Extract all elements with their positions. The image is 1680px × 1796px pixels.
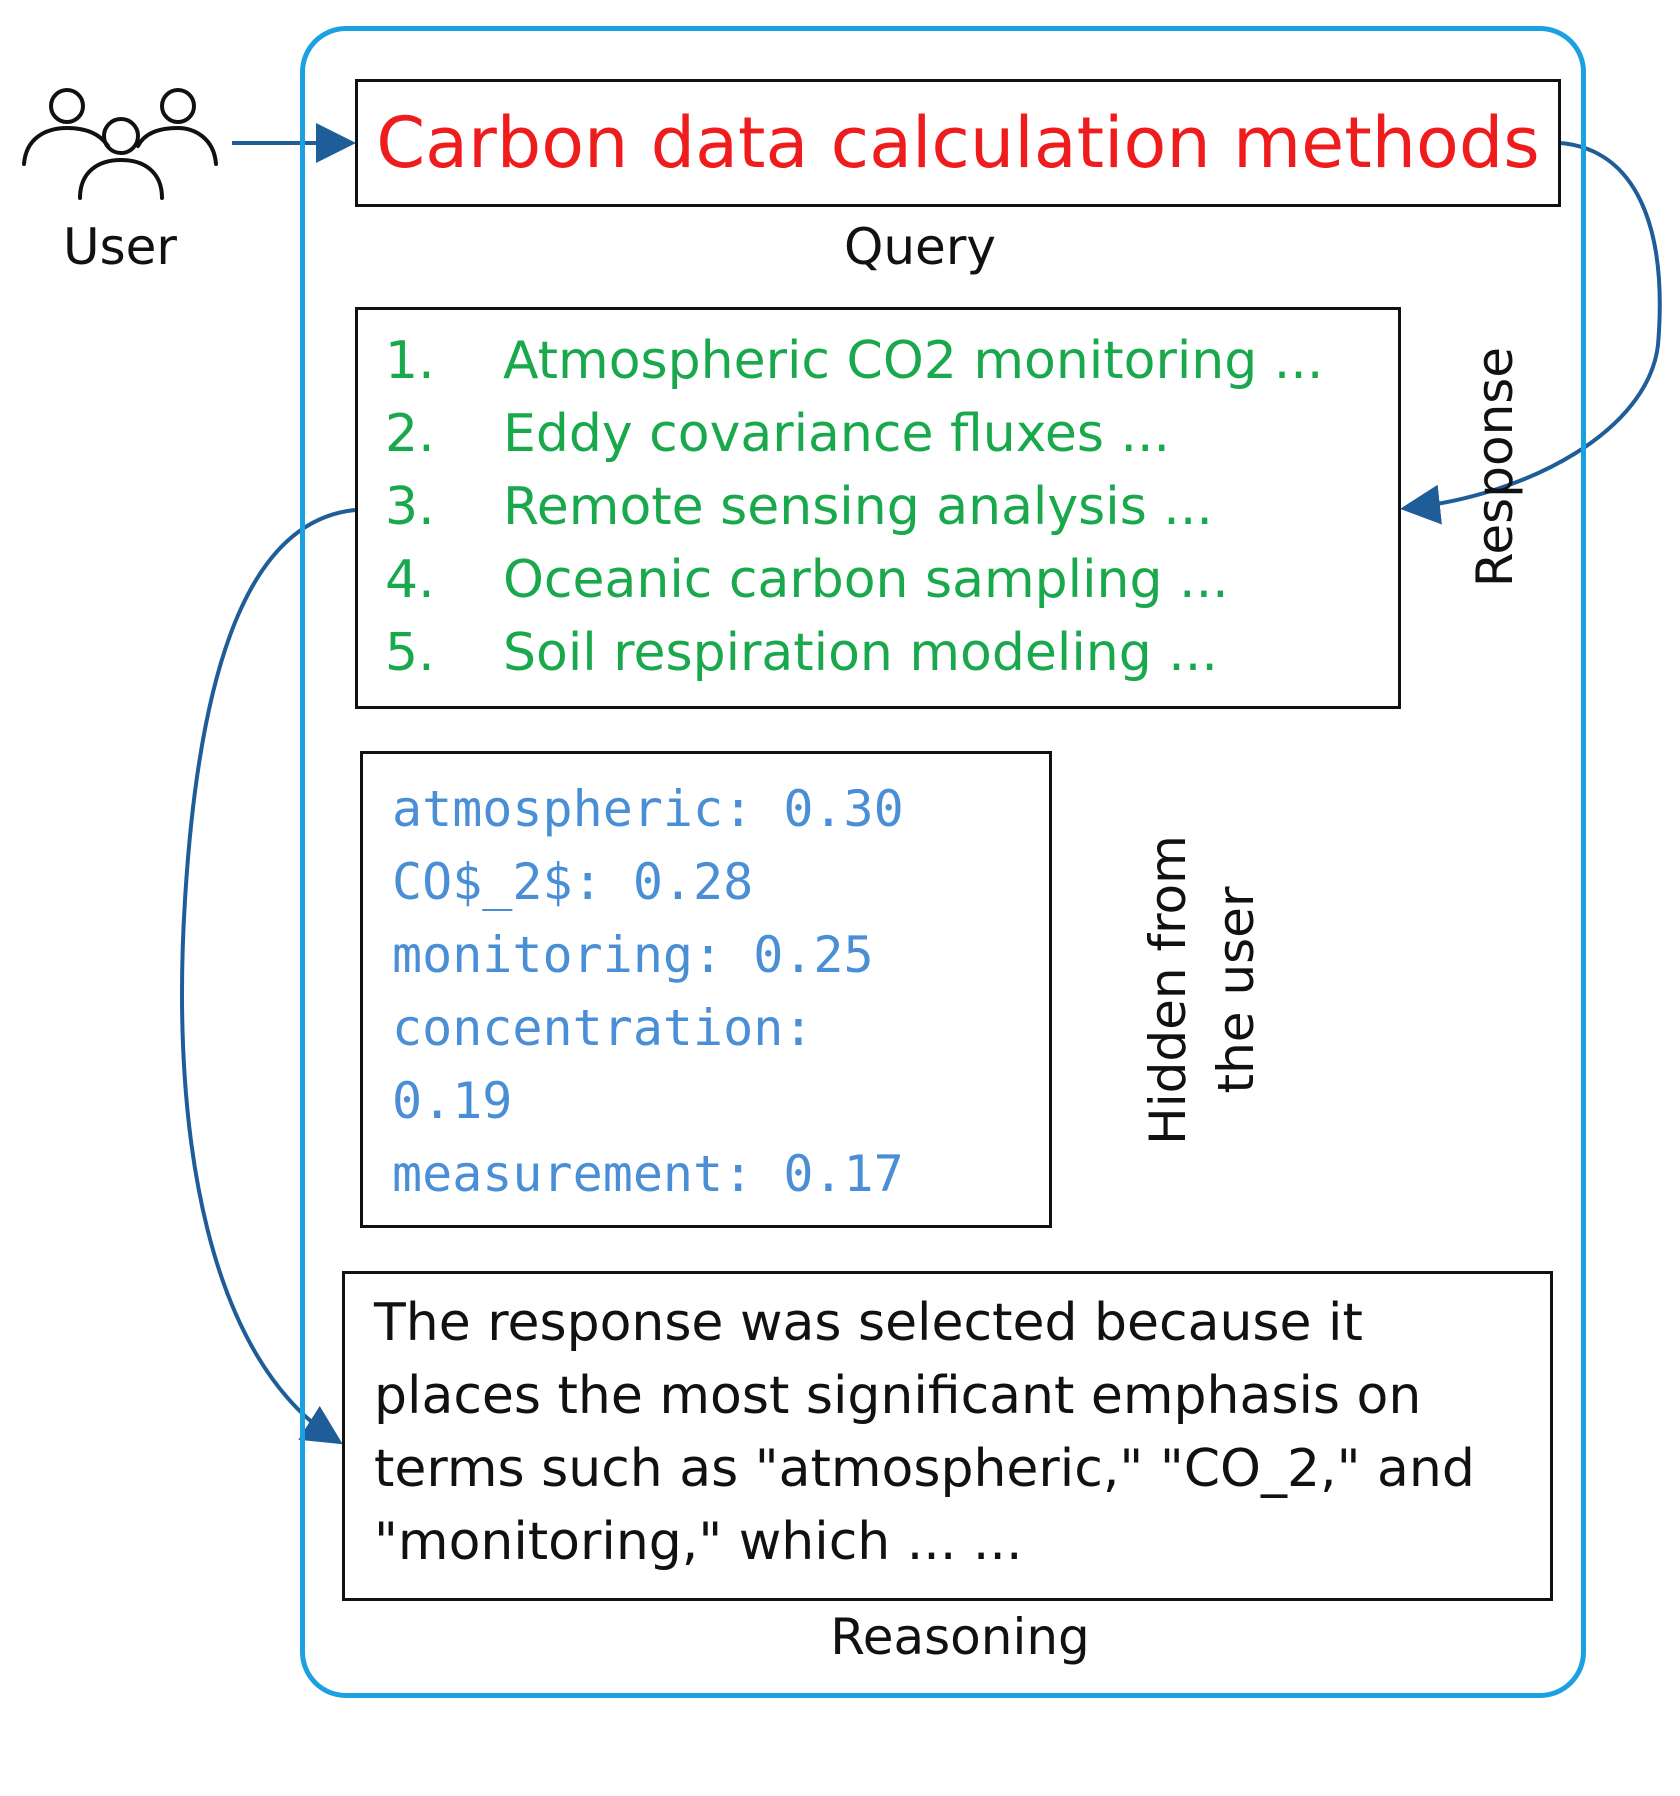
hidden-from-user-label: Hidden from the user [1134,835,1270,1145]
hidden-label-line: the user [1207,886,1265,1094]
response-label: Response [1466,346,1524,588]
user-label: User [63,218,177,276]
list-item: 3. Remote sensing analysis ... [385,471,1395,544]
reasoning-text: The response was selected because it pla… [374,1293,1475,1572]
reasoning-caption: Reasoning [830,1608,1090,1666]
list-item-number: 1. [385,331,435,391]
term-scores-box [360,751,1052,1228]
query-caption: Query [844,218,996,276]
list-item-text: Soil respiration modeling ... [503,623,1218,683]
users-group-icon [22,88,218,200]
list-item: 2. Eddy covariance fluxes ... [385,398,1395,471]
list-item-number: 3. [385,477,435,537]
list-item-text: Remote sensing analysis ... [503,477,1213,537]
list-item: 4. Oceanic carbon sampling ... [385,544,1395,617]
query-to-response-arrow [1400,141,1662,525]
reasoning-box [342,1271,1553,1601]
list-item-number: 2. [385,404,435,464]
hidden-label-line: Hidden from [1139,835,1197,1145]
term-scores-text: atmospheric: 0.30 CO$_2$: 0.28 monitoring:… [392,773,1042,1211]
list-item-text: Oceanic carbon sampling ... [503,550,1229,610]
list-item: 5. Soil respiration modeling ... [385,617,1395,690]
score-line: 0.19 [392,1072,513,1130]
list-item-text: Atmospheric CO2 monitoring ... [503,331,1324,391]
response-box [355,307,1401,709]
query-box [355,79,1561,207]
response-list: 1. Atmospheric CO2 monitoring ... 2. Eddy … [385,325,1395,690]
response-to-reasoning-arrow [180,508,356,1445]
score-line: measurement: 0.17 [392,1145,904,1203]
list-item-text: Eddy covariance fluxes ... [503,404,1171,464]
score-line: CO$_2$: 0.28 [392,853,754,911]
score-line: atmospheric: 0.30 [392,780,904,838]
query-text: Carbon data calculation methods [376,102,1540,184]
score-line: monitoring: 0.25 [392,926,874,984]
list-item-number: 5. [385,623,435,683]
score-line: concentration: [392,999,814,1057]
list-item: 1. Atmospheric CO2 monitoring ... [385,325,1395,398]
list-item-number: 4. [385,550,435,610]
system-panel [300,26,1586,1698]
